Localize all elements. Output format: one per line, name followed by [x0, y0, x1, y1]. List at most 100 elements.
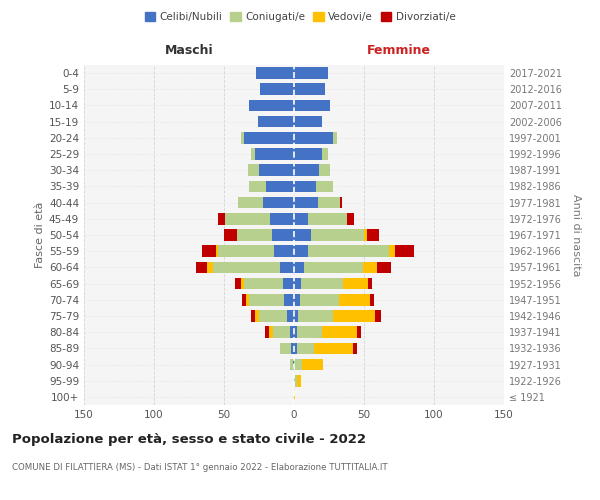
Bar [294, 197, 318, 208]
Bar [294, 326, 297, 338]
Bar [294, 148, 328, 160]
Bar [226, 213, 294, 224]
Bar [270, 213, 294, 224]
Bar [256, 68, 294, 79]
Bar [260, 84, 294, 95]
Bar [294, 100, 331, 112]
Bar [294, 246, 395, 257]
Bar [294, 375, 301, 386]
Bar [294, 278, 368, 289]
Bar [249, 180, 294, 192]
Bar [294, 116, 322, 128]
Bar [249, 100, 294, 112]
Bar [259, 164, 294, 176]
Bar [294, 68, 328, 79]
Bar [260, 84, 294, 95]
Bar [294, 229, 367, 241]
Bar [294, 342, 314, 354]
Bar [280, 342, 294, 354]
Bar [294, 213, 347, 224]
Bar [257, 116, 294, 128]
Bar [294, 164, 331, 176]
Bar [294, 358, 302, 370]
Bar [294, 213, 354, 224]
Bar [294, 375, 297, 386]
Bar [294, 229, 311, 241]
Bar [294, 213, 347, 224]
Bar [294, 84, 325, 95]
Bar [236, 229, 294, 241]
Bar [242, 294, 294, 306]
Bar [251, 310, 294, 322]
Bar [283, 278, 294, 289]
Bar [294, 68, 328, 79]
Bar [251, 148, 294, 160]
Bar [294, 310, 298, 322]
Bar [294, 310, 333, 322]
Bar [294, 246, 308, 257]
Bar [249, 294, 294, 306]
Bar [259, 310, 294, 322]
Bar [294, 100, 331, 112]
Bar [238, 197, 294, 208]
Bar [294, 342, 297, 354]
Bar [294, 262, 362, 273]
Bar [274, 246, 294, 257]
Bar [294, 100, 331, 112]
Bar [294, 148, 328, 160]
Bar [260, 84, 294, 95]
Bar [280, 342, 294, 354]
Bar [294, 180, 316, 192]
Bar [284, 294, 294, 306]
Text: Femmine: Femmine [367, 44, 431, 57]
Text: Maschi: Maschi [164, 44, 214, 57]
Bar [294, 326, 322, 338]
Bar [248, 164, 294, 176]
Bar [294, 342, 353, 354]
Bar [273, 326, 294, 338]
Bar [263, 197, 294, 208]
Bar [290, 358, 294, 370]
Bar [294, 116, 322, 128]
Bar [294, 262, 377, 273]
Bar [290, 358, 294, 370]
Bar [255, 148, 294, 160]
Bar [294, 262, 391, 273]
Bar [218, 246, 294, 257]
Bar [294, 213, 308, 224]
Bar [294, 391, 295, 402]
Bar [294, 310, 375, 322]
Bar [294, 294, 339, 306]
Bar [251, 148, 294, 160]
Bar [294, 246, 389, 257]
Bar [218, 213, 294, 224]
Bar [294, 132, 333, 143]
Bar [294, 132, 337, 143]
Bar [294, 164, 319, 176]
Bar [294, 229, 379, 241]
Bar [249, 100, 294, 112]
Bar [249, 100, 294, 112]
Bar [294, 84, 325, 95]
Bar [244, 132, 294, 143]
Bar [257, 116, 294, 128]
Bar [249, 180, 294, 192]
Bar [294, 197, 340, 208]
Bar [236, 229, 294, 241]
Bar [294, 68, 328, 79]
Bar [255, 310, 294, 322]
Bar [294, 391, 295, 402]
Bar [241, 132, 294, 143]
Bar [294, 294, 370, 306]
Bar [256, 68, 294, 79]
Bar [294, 326, 361, 338]
Bar [238, 197, 294, 208]
Bar [196, 262, 294, 273]
Bar [294, 278, 373, 289]
Bar [241, 278, 294, 289]
Bar [224, 229, 294, 241]
Bar [249, 100, 294, 112]
Bar [293, 358, 294, 370]
Bar [265, 326, 294, 338]
Bar [294, 180, 333, 192]
